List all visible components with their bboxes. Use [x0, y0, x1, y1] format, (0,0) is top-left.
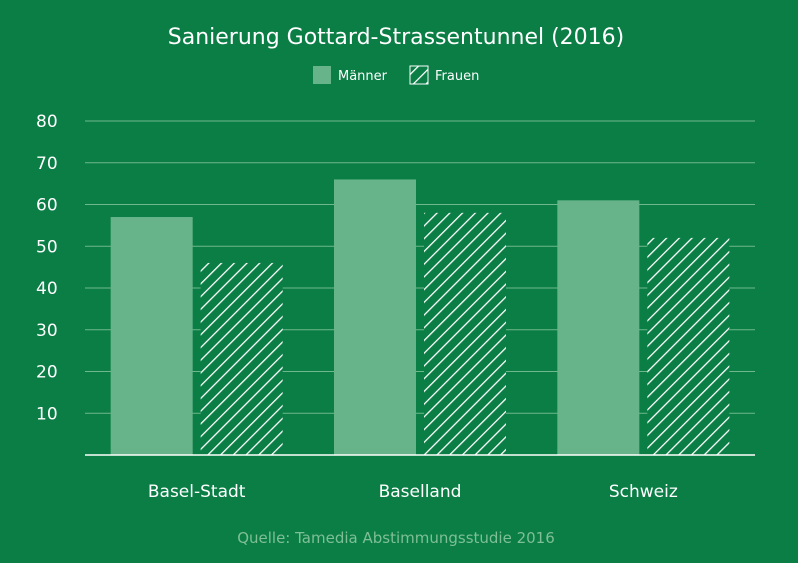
y-tick-label: 40 — [36, 279, 58, 299]
y-tick-label: 10 — [36, 404, 58, 424]
x-category-label: Basel-Stadt — [148, 482, 246, 502]
bar-frauen-0 — [200, 262, 283, 455]
bar-frauen-2 — [647, 237, 730, 455]
y-tick-label: 20 — [36, 363, 58, 383]
y-tick-label: 60 — [36, 196, 58, 216]
legend: Männer Frauen — [313, 65, 479, 85]
source-note: Quelle: Tamedia Abstimmungsstudie 2016 — [237, 529, 555, 547]
x-category-label: Schweiz — [609, 482, 678, 502]
legend-swatch-frauen — [409, 65, 429, 85]
x-category-label: Baselland — [379, 482, 462, 502]
legend-label-frauen: Frauen — [435, 69, 479, 84]
legend-label-maenner: Männer — [338, 69, 388, 84]
y-tick-label: 30 — [36, 321, 58, 341]
y-axis-ticks: 10 20 30 40 50 60 70 80 — [36, 112, 58, 424]
bar-maenner-2 — [557, 200, 640, 455]
gridlines — [85, 120, 755, 414]
x-axis-categories: Basel-Stadt Baselland Schweiz — [148, 482, 678, 502]
y-tick-label: 50 — [36, 237, 58, 257]
y-tick-label: 80 — [36, 112, 58, 132]
chart-title: Sanierung Gottard-Strassentunnel (2016) — [168, 25, 625, 50]
bar-frauen-1 — [424, 212, 506, 455]
y-tick-label: 70 — [36, 154, 58, 174]
legend-swatch-maenner — [313, 66, 331, 84]
bars — [110, 179, 730, 455]
bar-maenner-1 — [334, 179, 416, 455]
bar-maenner-0 — [110, 217, 193, 455]
